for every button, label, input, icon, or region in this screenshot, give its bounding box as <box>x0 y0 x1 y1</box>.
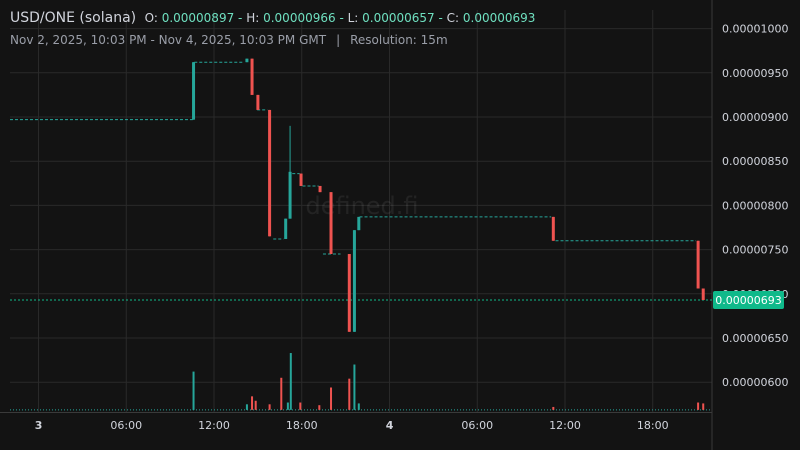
last-price-label: 0.00000693 <box>715 294 781 307</box>
volume-bar <box>289 353 292 410</box>
close-label: C: <box>446 11 460 25</box>
candle-body <box>701 288 705 300</box>
pair-symbol: USD/ONE (solana) <box>10 10 137 26</box>
x-tick-label: 18:00 <box>637 419 669 432</box>
high-value: 0.00000966 <box>263 11 336 25</box>
candle-body <box>696 240 700 289</box>
y-tick-label: 0.00001000 <box>722 23 788 36</box>
y-tick-label: 0.00000850 <box>722 155 788 168</box>
volume-bar <box>353 364 356 410</box>
open-label: O: <box>144 11 158 25</box>
y-tick-label: 0.00000600 <box>722 376 788 389</box>
last-price-tag <box>713 290 784 309</box>
y-tick-label: 0.00000800 <box>722 199 788 212</box>
volume-bar <box>697 402 700 410</box>
candle-body <box>250 58 254 95</box>
candle-body <box>299 173 303 186</box>
x-tick-label: 06:00 <box>461 419 493 432</box>
y-tick-label: 0.00000950 <box>722 67 788 80</box>
chart-header: USD/ONE (solana) O: 0.00000897 - H: 0.00… <box>10 10 535 26</box>
x-tick-label: 3 <box>35 419 43 432</box>
candle-body <box>357 216 361 231</box>
candle-body <box>284 218 288 239</box>
chart-subheader: Nov 2, 2025, 10:03 PM - Nov 4, 2025, 10:… <box>10 33 448 47</box>
separator: | <box>336 33 341 47</box>
volume-bar <box>552 406 555 410</box>
candle-body <box>347 254 351 332</box>
candle-body <box>192 62 196 120</box>
watermark: defined.fi <box>305 192 418 220</box>
y-tick-label: 0.00000750 <box>722 244 788 257</box>
open-value: 0.00000897 <box>161 11 235 25</box>
volume-bar <box>318 405 321 410</box>
high-label: H: <box>246 11 260 25</box>
candle-body <box>551 216 555 241</box>
volume-bar <box>348 378 351 410</box>
volume-bar <box>286 402 289 410</box>
low-value: 0.00000657 <box>362 11 435 25</box>
volume-bar <box>268 404 271 410</box>
volume-bar <box>251 396 254 410</box>
candle-body <box>352 230 356 332</box>
candle-body <box>318 185 322 193</box>
y-tick-label: 0.00000650 <box>722 332 788 345</box>
y-tick-label: 0.00000900 <box>722 111 788 124</box>
volume-bar <box>357 403 360 410</box>
volume-bar <box>245 404 248 410</box>
volume-bar <box>280 377 283 410</box>
volume-bar <box>192 371 195 410</box>
x-tick-label: 18:00 <box>286 419 318 432</box>
x-tick-label: 12:00 <box>549 419 581 432</box>
candle-body <box>245 58 249 63</box>
x-tick-label: 12:00 <box>198 419 230 432</box>
close-value: 0.00000693 <box>462 11 536 25</box>
x-tick-label: 4 <box>386 419 394 432</box>
date-range: Nov 2, 2025, 10:03 PM - Nov 4, 2025, 10:… <box>10 33 327 47</box>
x-tick-label: 06:00 <box>110 419 142 432</box>
candle-body <box>256 94 260 110</box>
ohlc-readout: O: 0.00000897 - H: 0.00000966 - L: 0.000… <box>144 11 536 25</box>
candle-body <box>288 171 292 219</box>
candle-body <box>268 109 272 237</box>
low-label: L: <box>347 11 359 25</box>
resolution: Resolution: 15m <box>350 33 448 47</box>
volume-bar <box>299 402 302 410</box>
volume-bar <box>330 387 333 410</box>
candle-body <box>329 192 333 255</box>
volume-bar <box>702 403 705 410</box>
volume-bar <box>254 400 257 410</box>
